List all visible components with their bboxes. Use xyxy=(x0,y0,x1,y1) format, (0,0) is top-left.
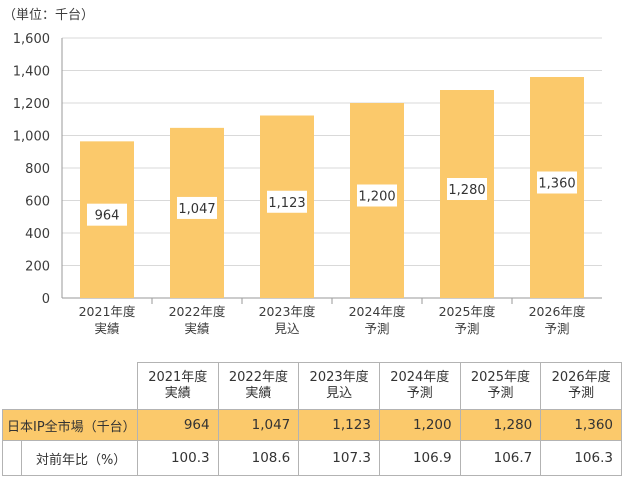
bar-chart: （単位：千台） 0 200 400 600 800 1,000 1,200 1,400 1,60… xyxy=(3,7,602,336)
header-kind: 予測 xyxy=(487,386,514,401)
header-kind: 予測 xyxy=(406,386,433,401)
x-tick-label: 2021年度 xyxy=(79,304,136,319)
x-tick-sublabel: 見込 xyxy=(274,321,300,336)
data-label-box xyxy=(357,184,397,207)
header-kind: 予測 xyxy=(568,386,595,401)
y-axis: 0 200 400 600 800 1,000 1,200 1,400 1,600 xyxy=(13,32,63,307)
header-year: 2024年度 xyxy=(390,370,450,385)
table-cell: 108.6 xyxy=(217,440,300,476)
table-cell: 1,047 xyxy=(217,409,300,441)
table-cell: 100.3 xyxy=(136,440,219,476)
table-row-yoy: 対前年比（%） 100.3 108.6 107.3 106.9 106.7 10… xyxy=(2,440,622,476)
y-tick-label: 1,400 xyxy=(13,65,50,80)
header-kind: 見込 xyxy=(326,386,353,401)
data-label-box xyxy=(537,171,577,194)
table-corner xyxy=(2,362,138,410)
table-header-cell: 2021年度 実績 xyxy=(136,362,219,410)
data-label-box xyxy=(447,178,487,200)
header-year: 2025年度 xyxy=(470,370,530,385)
header-year: 2022年度 xyxy=(228,370,288,385)
header-year: 2021年度 xyxy=(148,370,208,385)
data-label: 1,200 xyxy=(358,190,395,205)
x-axis: 2021年度実績2022年度実績2023年度見込2024年度予測2025年度予測… xyxy=(79,298,586,336)
data-label: 1,360 xyxy=(538,177,575,192)
y-tick-label: 400 xyxy=(25,227,50,242)
table-cell: 106.9 xyxy=(378,440,461,476)
header-kind: 実績 xyxy=(164,386,191,401)
x-tick-label: 2025年度 xyxy=(439,304,496,319)
x-tick-sublabel: 予測 xyxy=(544,321,569,336)
table-header-cell: 2022年度 実績 xyxy=(217,362,300,410)
x-tick-sublabel: 実績 xyxy=(184,321,209,336)
table-header-cell: 2023年度 見込 xyxy=(298,362,380,410)
data-label-box xyxy=(177,196,217,219)
x-tick-label: 2024年度 xyxy=(349,304,406,319)
table-cell: 106.7 xyxy=(459,440,542,476)
data-label: 964 xyxy=(95,209,120,224)
row-label: 対前年比（%） xyxy=(21,440,138,476)
x-tick-label: 2026年度 xyxy=(529,304,586,319)
row-indent xyxy=(2,440,22,476)
table-header-cell: 2024年度 予測 xyxy=(378,362,461,410)
table-cell: 964 xyxy=(136,409,219,441)
row-label: 日本IP全市場（千台） xyxy=(2,409,138,441)
table-cell: 106.3 xyxy=(540,440,622,476)
gridlines xyxy=(62,37,602,299)
table-cell: 1,280 xyxy=(459,409,542,441)
data-label: 1,280 xyxy=(448,183,485,198)
bars: 964 1,047 1,123 1,200 1,280 1,360 xyxy=(80,77,584,298)
y-tick-label: 1,200 xyxy=(13,97,50,112)
y-tick-label: 1,600 xyxy=(13,32,50,47)
table-header-cell: 2025年度 予測 xyxy=(459,362,542,410)
x-tick-sublabel: 実績 xyxy=(94,321,119,336)
y-tick-label: 200 xyxy=(25,260,50,275)
table-cell: 1,360 xyxy=(540,409,622,441)
unit-label: （単位：千台） xyxy=(3,7,94,23)
y-tick-label: 1,000 xyxy=(13,130,50,145)
table-cell: 107.3 xyxy=(298,440,380,476)
x-tick-label: 2023年度 xyxy=(259,304,316,319)
x-tick-label: 2022年度 xyxy=(169,304,226,319)
data-label: 1,047 xyxy=(178,202,215,217)
data-table: 2021年度 実績 2022年度 実績 2023年度 見込 2024年度 予測 2025… xyxy=(2,362,622,476)
header-year: 2026年度 xyxy=(551,370,611,385)
table-header-cell: 2026年度 予測 xyxy=(540,362,622,410)
header-kind: 実績 xyxy=(245,386,272,401)
y-tick-label: 0 xyxy=(42,292,50,307)
x-tick-sublabel: 予測 xyxy=(454,321,479,336)
data-label-box xyxy=(87,203,127,226)
table-cell: 1,123 xyxy=(298,409,380,441)
y-tick-label: 800 xyxy=(25,162,50,177)
table-header-row: 2021年度 実績 2022年度 実績 2023年度 見込 2024年度 予測 2025… xyxy=(2,362,622,410)
x-tick-sublabel: 予測 xyxy=(364,321,389,336)
table-row-market: 日本IP全市場（千台） 964 1,047 1,123 1,200 1,280 … xyxy=(2,409,622,441)
data-label-box xyxy=(267,190,307,213)
data-label: 1,123 xyxy=(268,196,305,211)
header-year: 2023年度 xyxy=(309,370,369,385)
y-tick-label: 600 xyxy=(25,195,50,210)
table-cell: 1,200 xyxy=(378,409,461,441)
